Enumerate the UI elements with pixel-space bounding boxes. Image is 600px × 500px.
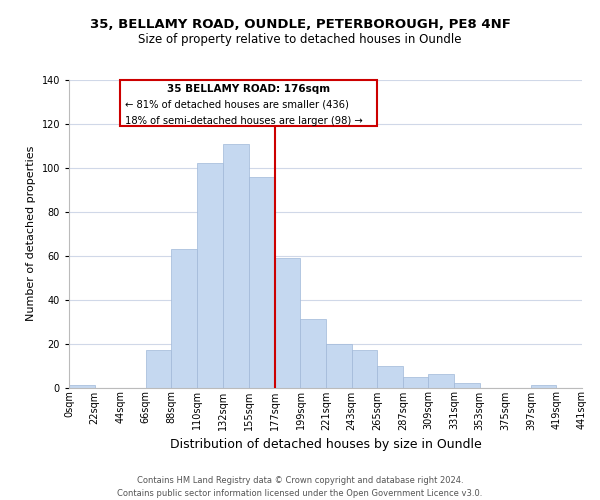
Bar — [146, 350, 172, 388]
Bar — [301, 320, 326, 388]
Bar — [197, 164, 223, 388]
Bar — [352, 350, 377, 388]
Bar — [69, 386, 95, 388]
FancyBboxPatch shape — [120, 80, 377, 126]
Bar — [582, 386, 600, 388]
Bar — [275, 258, 301, 388]
Bar — [428, 374, 454, 388]
Text: 35 BELLAMY ROAD: 176sqm: 35 BELLAMY ROAD: 176sqm — [167, 84, 330, 94]
Bar — [172, 249, 197, 388]
Bar — [223, 144, 250, 388]
Text: 18% of semi-detached houses are larger (98) →: 18% of semi-detached houses are larger (… — [125, 116, 362, 126]
Text: Size of property relative to detached houses in Oundle: Size of property relative to detached ho… — [138, 32, 462, 46]
Bar — [454, 383, 479, 388]
Bar — [531, 386, 556, 388]
Text: Contains public sector information licensed under the Open Government Licence v3: Contains public sector information licen… — [118, 489, 482, 498]
Text: Contains HM Land Registry data © Crown copyright and database right 2024.: Contains HM Land Registry data © Crown c… — [137, 476, 463, 485]
Text: ← 81% of detached houses are smaller (436): ← 81% of detached houses are smaller (43… — [125, 100, 349, 110]
Bar — [326, 344, 352, 388]
X-axis label: Distribution of detached houses by size in Oundle: Distribution of detached houses by size … — [170, 438, 481, 451]
Bar — [377, 366, 403, 388]
Y-axis label: Number of detached properties: Number of detached properties — [26, 146, 36, 322]
Bar — [250, 176, 275, 388]
Bar — [403, 376, 428, 388]
Text: 35, BELLAMY ROAD, OUNDLE, PETERBOROUGH, PE8 4NF: 35, BELLAMY ROAD, OUNDLE, PETERBOROUGH, … — [89, 18, 511, 30]
